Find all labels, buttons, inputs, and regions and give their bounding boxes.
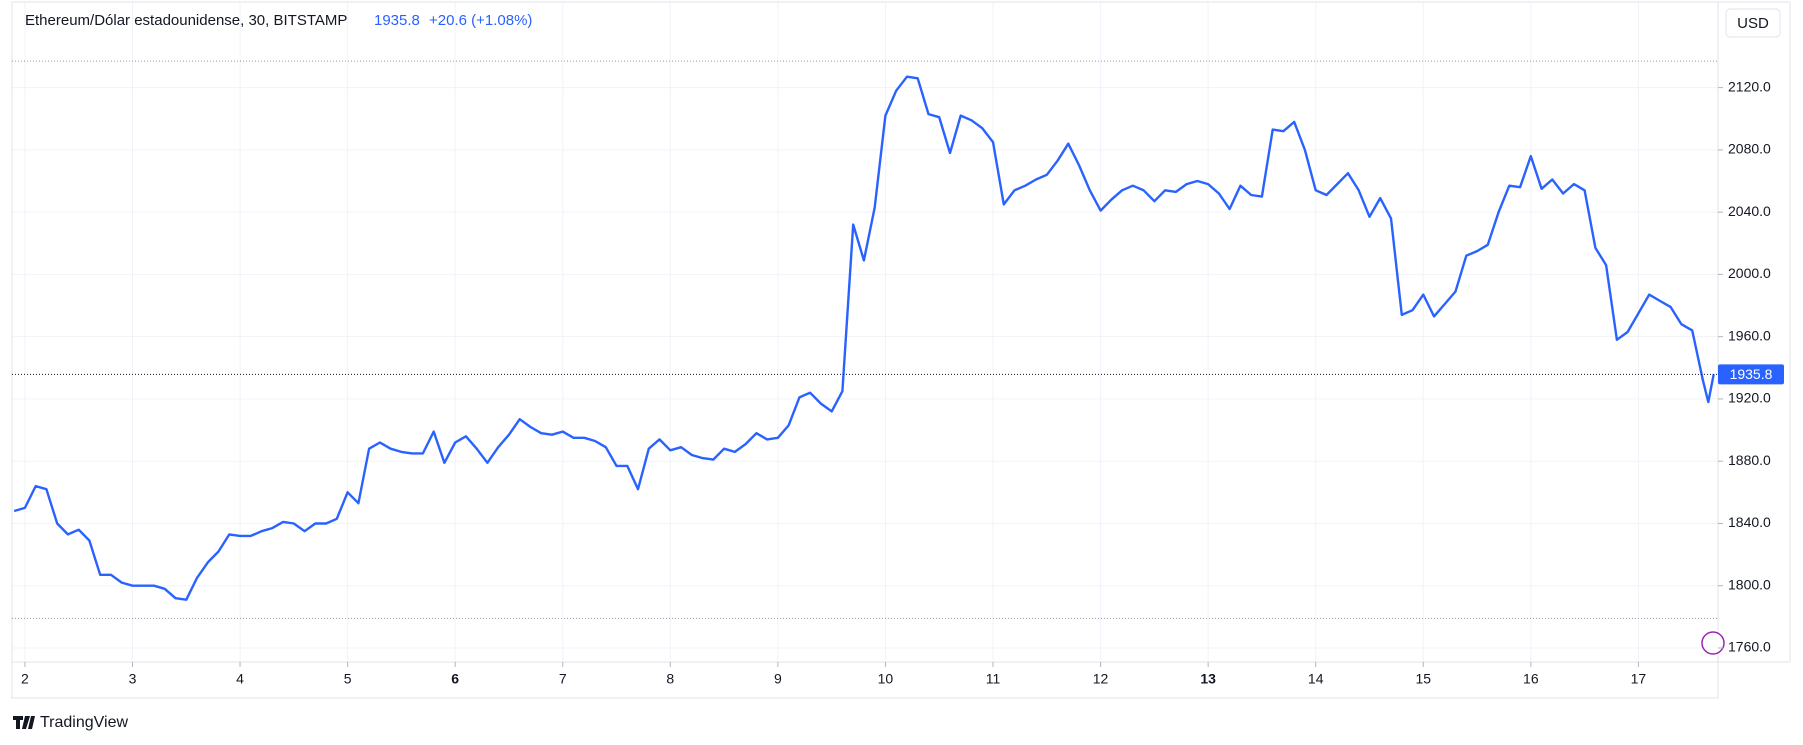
x-tick-label: 2 xyxy=(21,671,29,687)
price-line xyxy=(13,75,1715,601)
x-tick-label: 5 xyxy=(344,671,352,687)
header-last: 1935.8 xyxy=(374,12,420,29)
x-tick-label: 11 xyxy=(986,671,1001,687)
header-change: +20.6 (+1.08%) xyxy=(429,12,532,29)
brand: TradingView xyxy=(40,714,128,731)
y-tick-label: 1760.0 xyxy=(1728,639,1771,655)
logo: TradingView xyxy=(13,714,128,731)
x-tick-label: 14 xyxy=(1308,671,1324,687)
y-tick-label: 1880.0 xyxy=(1728,452,1771,468)
x-tick-label: 8 xyxy=(666,671,674,687)
grid xyxy=(12,2,1718,662)
x-tick-label: 16 xyxy=(1523,671,1539,687)
last-price-label: 1935.8 xyxy=(1730,366,1773,382)
x-tick-label: 13 xyxy=(1200,671,1216,687)
currency-button[interactable] xyxy=(1725,8,1781,38)
y-tick-label: 2000.0 xyxy=(1728,265,1771,281)
x-tick-label: 4 xyxy=(236,671,244,687)
plot-frame xyxy=(11,1,1719,663)
y-tick-label: 1920.0 xyxy=(1728,390,1771,406)
logo-icon xyxy=(13,716,35,729)
x-tick-label: 12 xyxy=(1093,671,1109,687)
price-axis-frame xyxy=(1717,1,1791,663)
x-tick-label: 17 xyxy=(1631,671,1647,687)
x-tick-label: 10 xyxy=(878,671,894,687)
time-axis-frame xyxy=(11,661,1719,699)
y-tick-label: 1800.0 xyxy=(1728,576,1771,592)
x-tick-label: 3 xyxy=(129,671,137,687)
y-tick-label: 1840.0 xyxy=(1728,514,1771,530)
x-tick-label: 9 xyxy=(774,671,782,687)
alert-icon[interactable] xyxy=(1701,631,1725,655)
x-tick-label: 6 xyxy=(451,671,459,687)
y-tick-label: 2040.0 xyxy=(1728,203,1771,219)
currency[interactable]: USD xyxy=(1737,15,1769,32)
y-tick-label: 1960.0 xyxy=(1728,327,1771,343)
x-tick-label: 7 xyxy=(559,671,567,687)
x-tick-label: 15 xyxy=(1415,671,1431,687)
last-price-tag xyxy=(1718,364,1784,385)
header-title: Ethereum/Dólar estadounidense, 30, BITST… xyxy=(25,12,347,29)
y-tick-label: 2080.0 xyxy=(1728,141,1771,157)
y-tick-label: 2120.0 xyxy=(1728,78,1771,94)
